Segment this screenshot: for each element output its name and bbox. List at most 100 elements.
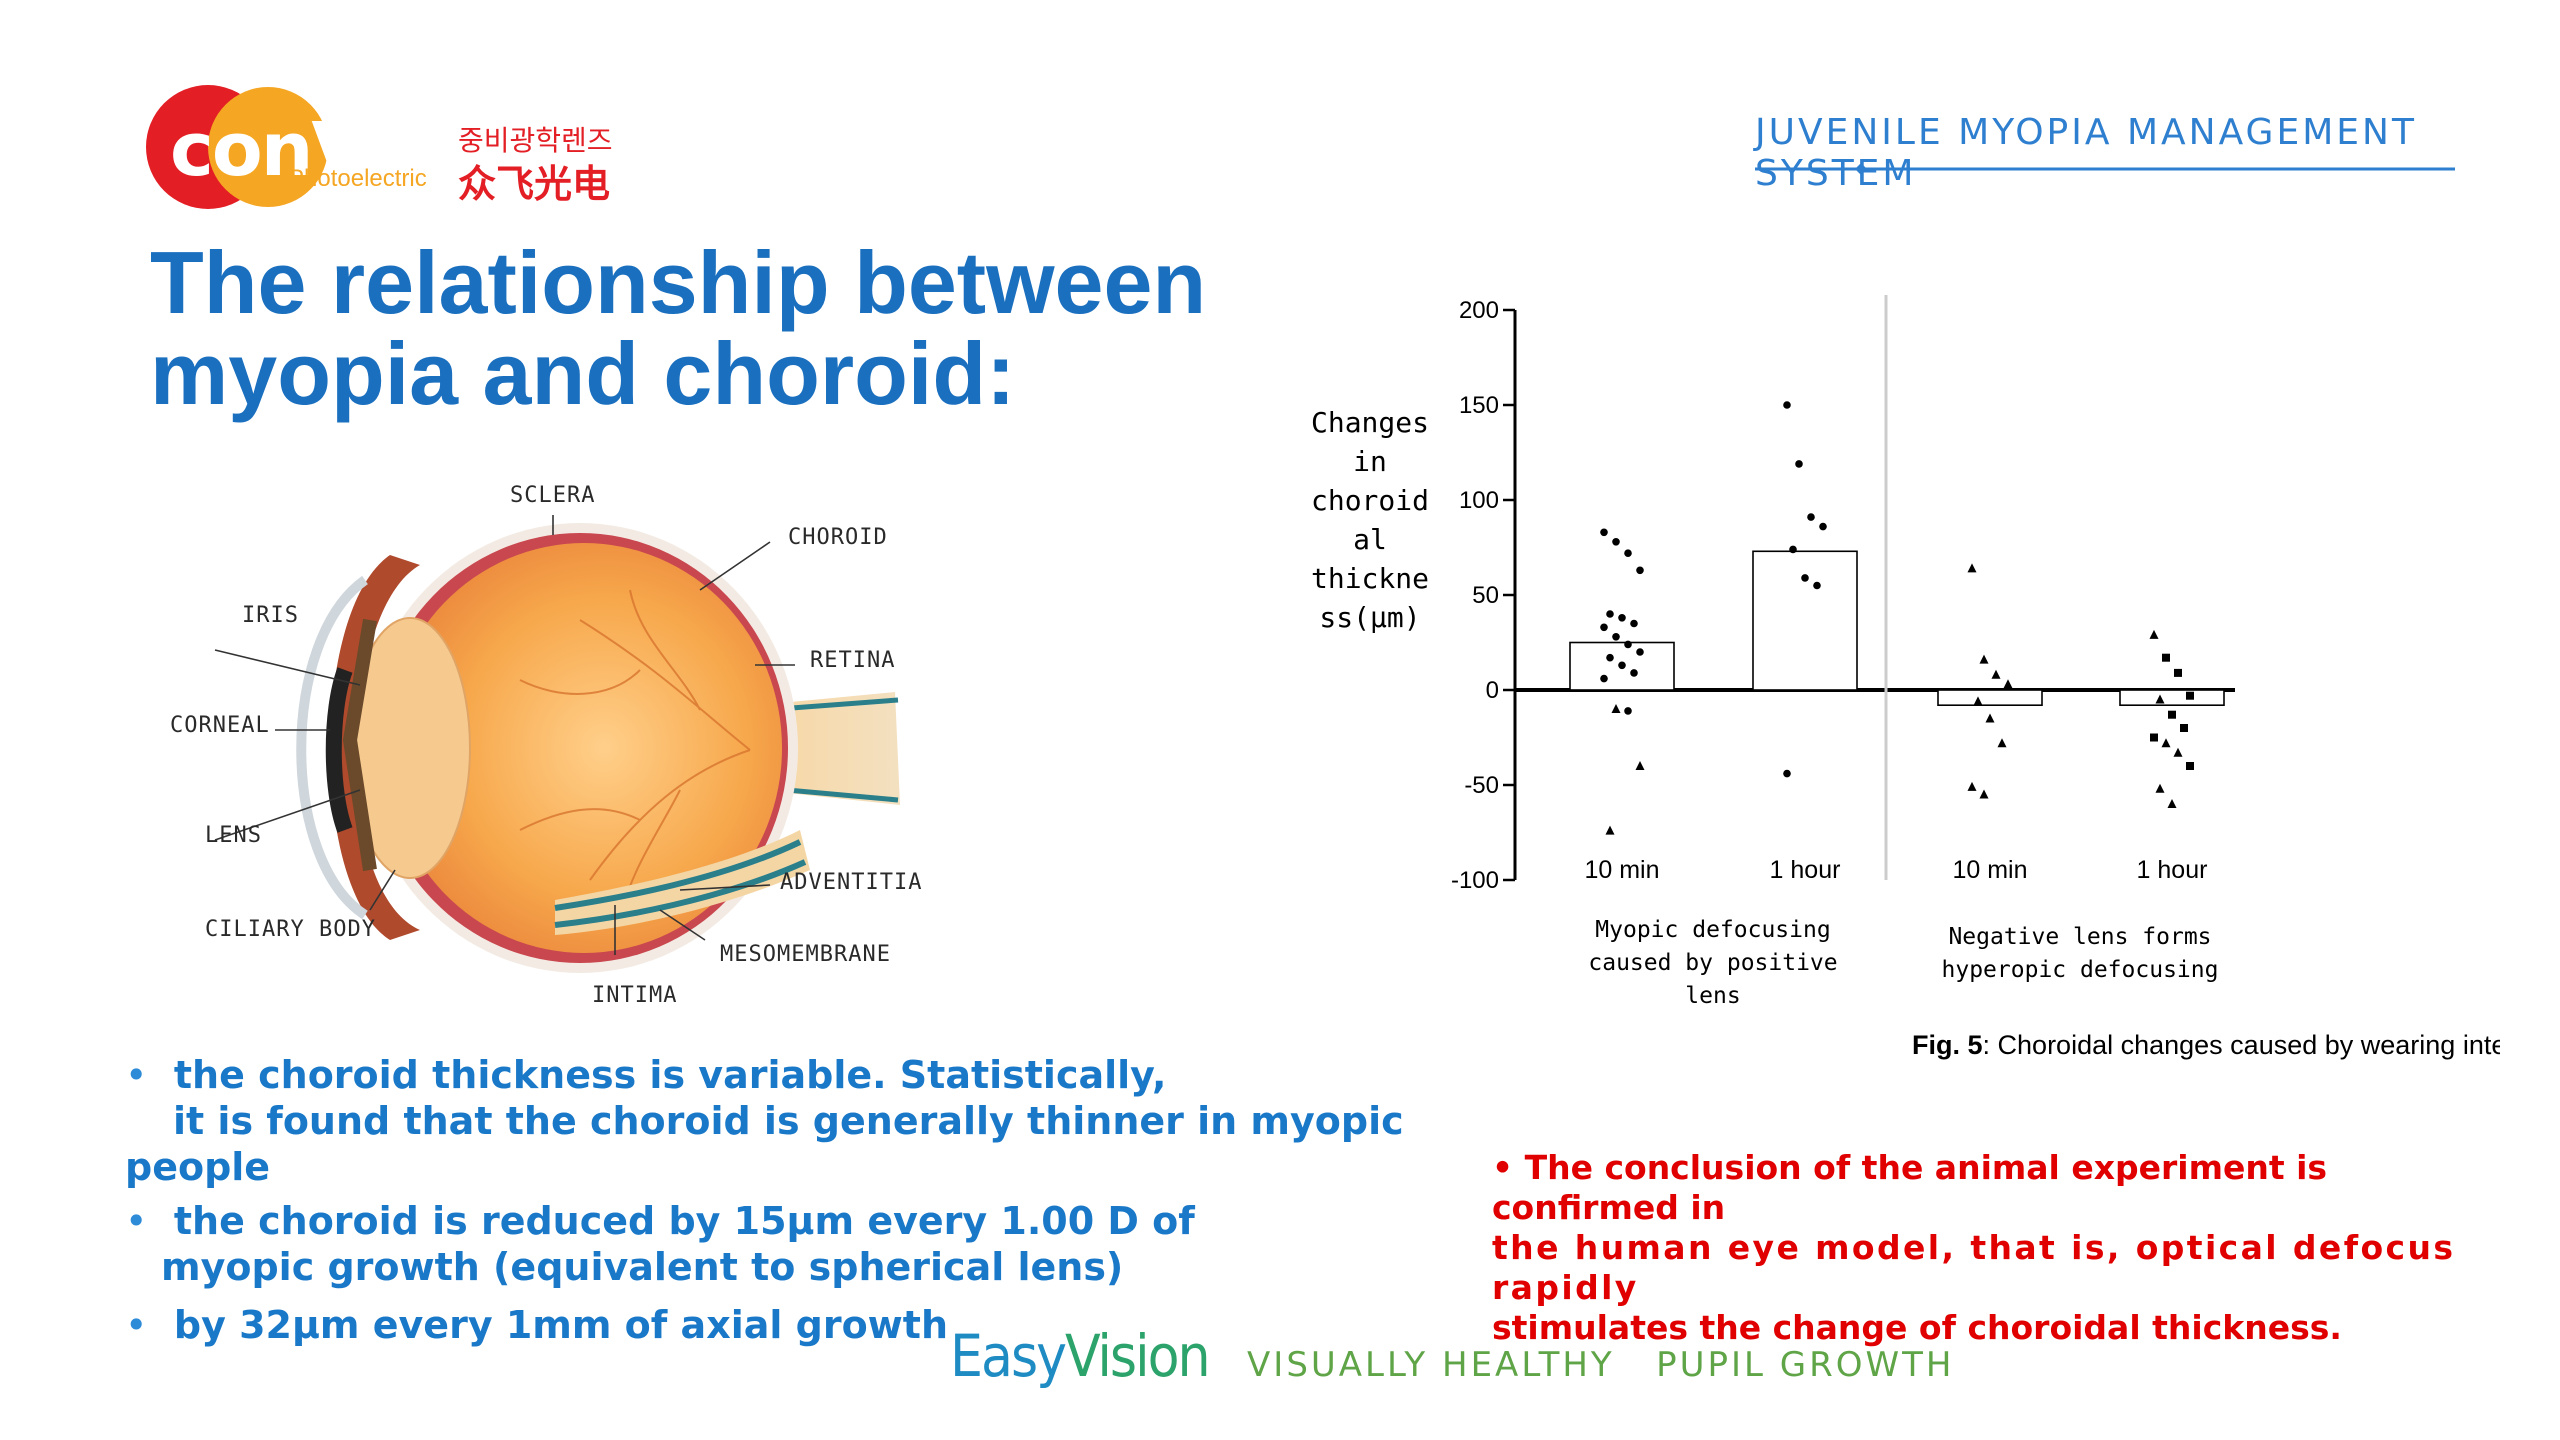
x-category-label: 1 hour — [2137, 856, 2208, 884]
data-point — [1611, 704, 1621, 713]
bullet-item: • by 32μm every 1mm of axial growth — [125, 1302, 1425, 1348]
label-cornea: CORNEAL — [170, 713, 270, 738]
bullet-2-line-1: the choroid is reduced by 15μm every 1.0… — [173, 1199, 1195, 1243]
data-point — [1979, 654, 1989, 664]
group-label-line: Negative lens forms — [1948, 924, 2211, 950]
page-title: The relationship between myopia and chor… — [150, 237, 1350, 419]
x-category-label: 10 min — [1584, 856, 1659, 884]
logo-chinese: 众飞光电 — [458, 162, 611, 206]
data-point — [1819, 522, 1827, 531]
header-underline — [1755, 163, 2455, 175]
conclusion-note: • The conclusion of the animal experimen… — [1492, 1148, 2492, 1348]
data-point — [2155, 783, 2165, 793]
label-iris: IRIS — [242, 603, 299, 628]
caption-text: : Choroidal changes caused by wearing in… — [1983, 1030, 2500, 1060]
logo-korean: 중비광학렌즈 — [458, 124, 613, 157]
data-point — [2149, 629, 2159, 639]
data-point — [2174, 668, 2182, 677]
data-point — [1795, 460, 1803, 468]
data-point — [2162, 653, 2170, 662]
data-point — [1973, 696, 1983, 706]
data-point — [2173, 747, 2183, 757]
data-point — [1624, 707, 1632, 715]
y-tick-label: 100 — [1459, 487, 1499, 514]
data-point — [1991, 669, 2001, 679]
y-tick-label: 150 — [1459, 392, 1499, 419]
figure-caption: Fig. 5: Choroidal changes caused by wear… — [1912, 1030, 2500, 1060]
data-point — [1612, 538, 1620, 546]
label-sclera: SCLERA — [510, 483, 596, 508]
y-axis-label-line: thickne — [1311, 562, 1429, 595]
data-point — [2155, 694, 2165, 704]
data-point — [1612, 633, 1620, 641]
y-axis-label-line: choroid — [1311, 484, 1429, 517]
data-point — [1618, 661, 1626, 670]
data-point — [1600, 674, 1608, 683]
bullet-1-line-2: it is found that the choroid is generall… — [125, 1099, 1404, 1189]
footer-brand-easy: Easy — [950, 1322, 1067, 1390]
data-point — [1636, 566, 1644, 575]
footer-brand-vision: Vision — [1065, 1322, 1211, 1390]
choroid-chart: 200 150 100 50 0 -50 -100 Changes in choroid al thi… — [1311, 295, 2500, 1060]
title-line-1: The relationship between — [150, 233, 1207, 332]
bullet-list: • the choroid thickness is variable. Sta… — [125, 1052, 1425, 1348]
footer-tagline: VISUALLY HEALTHY PUPIL GROWTH — [1247, 1345, 1955, 1385]
brand-logo: conVox Photoelectric 중비광학렌즈 众飞光电 — [140, 85, 640, 215]
label-intima: INTIMA — [592, 983, 678, 1008]
bullet-item: • the choroid is reduced by 15μm every 1… — [125, 1198, 1425, 1290]
y-axis-label-line: in — [1353, 445, 1387, 478]
data-point — [1630, 619, 1638, 628]
data-point — [2168, 710, 2176, 719]
bullet-item: • the choroid thickness is variable. Sta… — [125, 1052, 1425, 1190]
data-point — [1789, 545, 1797, 554]
data-point — [1636, 648, 1644, 656]
x-category-label: 10 min — [1952, 856, 2027, 884]
conclusion-line-1: • The conclusion of the animal experimen… — [1492, 1148, 2328, 1227]
data-point — [1635, 761, 1645, 770]
y-tick-label: 0 — [1486, 677, 1499, 704]
y-tick-label: 50 — [1472, 582, 1499, 609]
data-point — [2150, 733, 2158, 742]
data-point — [1600, 528, 1608, 537]
y-tick-label: 200 — [1459, 297, 1499, 324]
label-adventitia: ADVENTITIA — [780, 870, 923, 895]
data-point — [1967, 781, 1977, 791]
data-point — [1606, 653, 1614, 662]
data-point — [1807, 513, 1815, 521]
data-point — [1630, 669, 1638, 677]
eye-anatomy-illustration — [214, 515, 900, 973]
group-label-line: lens — [1685, 983, 1740, 1009]
data-point — [1605, 825, 1615, 835]
caption-fig-number: Fig. 5 — [1912, 1030, 1983, 1060]
data-point — [1985, 713, 1995, 723]
data-point — [1783, 401, 1791, 409]
bullet-dot: • — [125, 1199, 148, 1243]
data-point — [1801, 574, 1809, 582]
data-point — [2180, 724, 2188, 732]
header-system-title: JUVENILE MYOPIA MANAGEMENT SYSTEM — [1755, 112, 2417, 194]
label-ciliary-body: CILIARY BODY — [205, 917, 376, 942]
logo-subtitle: Photoelectric — [288, 165, 427, 192]
y-tick-label: -100 — [1451, 867, 1499, 894]
data-point — [1624, 640, 1632, 649]
footer-brand: EasyVision VISUALLY HEALTHY PUPIL GROWTH — [950, 1322, 1954, 1392]
data-point — [2161, 738, 2171, 748]
data-point — [1618, 614, 1626, 622]
conclusion-line-2: the human eye model, that is, optical de… — [1492, 1228, 2456, 1307]
y-axis-label-line: ss(μm) — [1319, 601, 1420, 634]
data-point — [2186, 691, 2194, 700]
group-label-line: caused by positive — [1588, 950, 1837, 976]
logo-word: conVox — [170, 107, 459, 193]
data-point — [1967, 563, 1977, 573]
conclusion-line-3: stimulates the change of choroidal thick… — [1492, 1308, 2342, 1347]
title-line-2: myopia and choroid: — [150, 323, 1016, 423]
data-point — [2186, 762, 2194, 770]
bullet-dot: • — [125, 1303, 148, 1347]
y-axis-label-line: Changes — [1311, 406, 1429, 439]
bar — [2119, 689, 2225, 706]
group-label-line: Myopic defocusing — [1595, 917, 1830, 943]
y-tick-label: -50 — [1464, 772, 1499, 799]
data-point — [1606, 610, 1614, 618]
data-point — [1600, 623, 1608, 632]
eye-diagram: SCLERA CHOROID IRIS RETINA CORNEAL LENS … — [160, 470, 923, 1030]
